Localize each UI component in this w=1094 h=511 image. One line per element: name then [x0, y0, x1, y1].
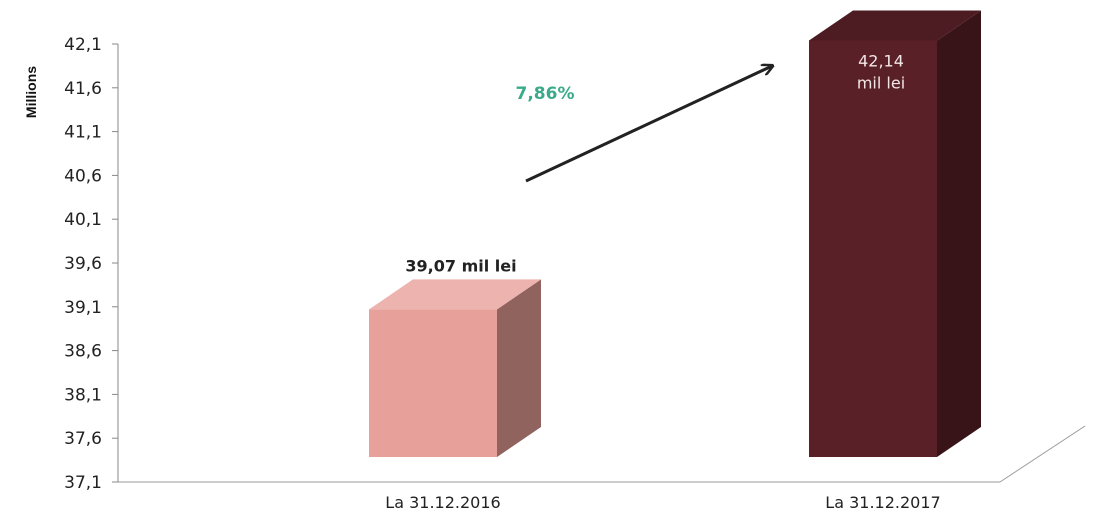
- y-ticks: 42,1 41,6 41,1 40,6 40,1 39,6 39,1 38,6 38,1 37,6…: [64, 35, 118, 493]
- y-tick-label: 41,6: [64, 79, 102, 99]
- growth-percent-label: 7,86%: [516, 84, 575, 104]
- y-axis: Millions 42,1 41,6 41,1 40,6 40,1 39,6 39,1 38,…: [23, 35, 119, 493]
- bar: [369, 309, 497, 457]
- bars: [369, 10, 981, 457]
- y-tick-label: 42,1: [64, 35, 102, 55]
- data-label-line: 42,14: [858, 51, 904, 70]
- bar: [809, 40, 937, 457]
- y-tick-label: 37,1: [64, 473, 102, 493]
- y-tick-label: 39,6: [64, 254, 102, 274]
- bar-side: [937, 10, 981, 457]
- data-label: 39,07 mil lei: [405, 256, 516, 275]
- y-tick-label: 40,1: [64, 210, 102, 230]
- bar-top: [809, 10, 981, 41]
- floor-side-line: [999, 425, 1086, 483]
- growth-arrow: [525, 66, 772, 183]
- y-tick-label: 39,1: [64, 298, 102, 318]
- y-tick-label: 38,6: [64, 342, 102, 362]
- floor: [118, 425, 1086, 483]
- data-label-line: 39,07 mil lei: [405, 256, 516, 275]
- category-labels: La 31.12.2016 La 31.12.2017: [385, 493, 940, 511]
- data-label: 42,14 mil lei: [857, 51, 905, 92]
- x-tick-label: La 31.12.2017: [825, 493, 940, 511]
- data-labels: 39,07 mil lei 42,14 mil lei: [405, 51, 905, 275]
- y-tick-label: 40,6: [64, 166, 102, 186]
- bar-side: [497, 279, 541, 457]
- y-tick-label: 41,1: [64, 123, 102, 143]
- y-tick-label: 37,6: [64, 429, 102, 449]
- y-axis-label: Millions: [23, 66, 39, 118]
- data-label-line: mil lei: [857, 73, 905, 92]
- x-tick-label: La 31.12.2016: [385, 493, 500, 511]
- bar-top: [369, 279, 541, 310]
- y-tick-label: 38,1: [64, 385, 102, 405]
